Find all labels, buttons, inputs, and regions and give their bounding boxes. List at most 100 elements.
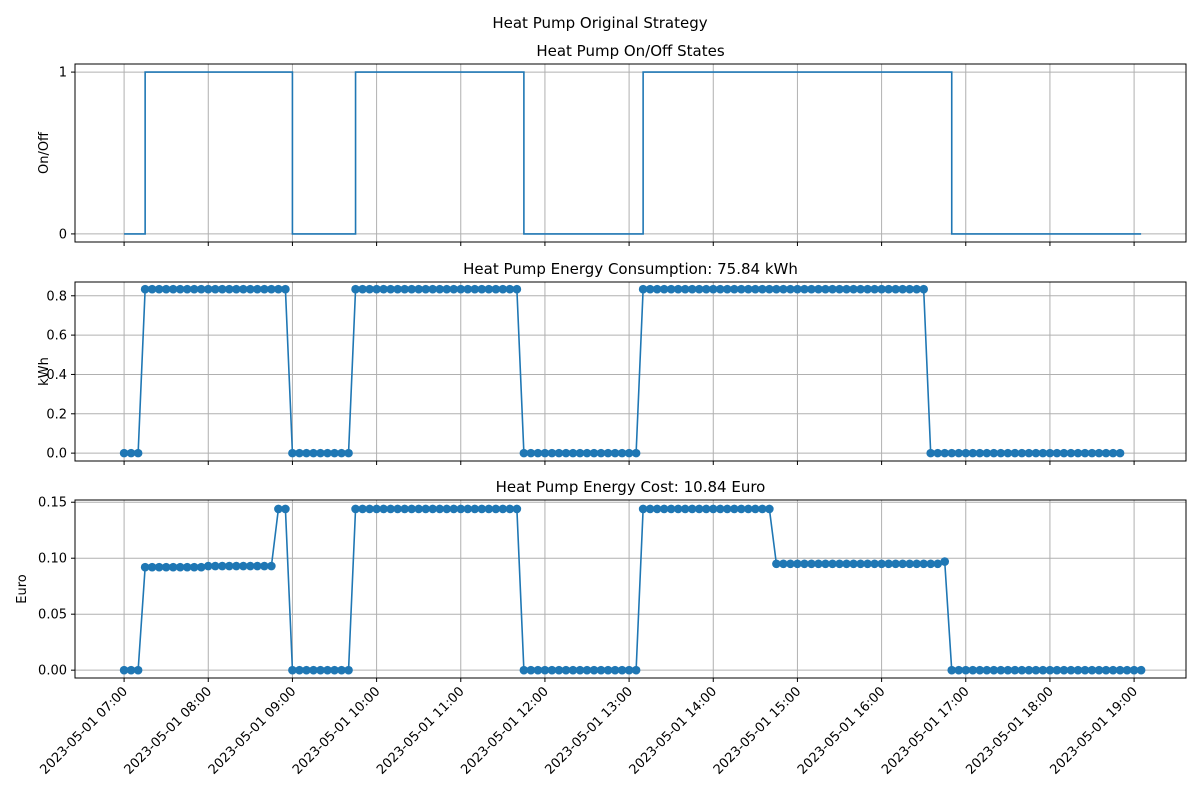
data-point [933, 448, 943, 458]
data-point [842, 284, 851, 294]
data-point [449, 284, 459, 294]
series-markers [119, 504, 1146, 675]
x-tick-label: 2023-05-01 19:00 [1047, 684, 1140, 777]
data-point [365, 284, 374, 294]
data-point [203, 561, 213, 571]
data-point [189, 562, 199, 572]
data-point [365, 504, 374, 514]
data-point [814, 284, 823, 294]
data-point [154, 284, 164, 294]
data-point [519, 448, 529, 458]
axes-frame [74, 63, 1187, 243]
data-point [225, 284, 234, 294]
data-point [631, 448, 641, 458]
data-point [722, 504, 732, 514]
data-point [772, 559, 781, 569]
data-point [989, 448, 999, 458]
data-point [905, 284, 914, 294]
data-point [863, 559, 872, 569]
data-point [330, 448, 339, 458]
data-point [491, 504, 501, 514]
data-point [912, 559, 921, 569]
data-point [954, 448, 964, 458]
data-point [281, 284, 290, 294]
data-point [337, 665, 346, 675]
data-point [933, 559, 943, 569]
data-point [309, 665, 318, 675]
y-tick-label: 0.15 [38, 496, 67, 511]
x-tick-label: 2023-05-01 17:00 [879, 684, 972, 777]
data-point [765, 284, 774, 294]
data-point [708, 284, 718, 294]
data-point [968, 665, 978, 675]
data-point [428, 504, 438, 514]
data-point [694, 284, 704, 294]
subplot-title: Heat Pump On/Off States [536, 42, 725, 60]
data-point [246, 561, 255, 571]
data-point [1122, 665, 1132, 675]
y-tick-label: 0.0 [46, 447, 67, 462]
data-point [1045, 665, 1055, 675]
data-point [288, 665, 297, 675]
data-point [526, 448, 536, 458]
data-point [856, 559, 865, 569]
data-point [631, 665, 641, 675]
data-point [603, 448, 613, 458]
data-point [898, 559, 907, 569]
data-point [217, 284, 227, 294]
data-point [954, 665, 964, 675]
data-point [687, 284, 697, 294]
data-point [1052, 665, 1062, 675]
data-point [1003, 448, 1013, 458]
data-point [1031, 448, 1041, 458]
data-point [498, 284, 508, 294]
data-point [196, 284, 206, 294]
axes-frame [74, 499, 1187, 679]
data-point [715, 504, 725, 514]
data-point [701, 504, 711, 514]
data-point [835, 559, 844, 569]
data-point [505, 504, 515, 514]
data-point [393, 504, 402, 514]
data-point [498, 504, 508, 514]
data-point [1080, 448, 1090, 458]
data-point [421, 284, 430, 294]
data-point [512, 504, 522, 514]
data-point [295, 665, 304, 675]
data-point [596, 665, 606, 675]
data-point [456, 284, 466, 294]
data-point [940, 448, 950, 458]
data-point [758, 504, 767, 514]
data-point [323, 448, 332, 458]
data-point [905, 559, 914, 569]
data-point [1066, 665, 1076, 675]
x-tick-label: 2023-05-01 07:00 [37, 684, 130, 777]
data-point [898, 284, 907, 294]
data-point [575, 665, 585, 675]
data-point [414, 284, 423, 294]
data-point [884, 284, 893, 294]
data-point [730, 504, 739, 514]
data-point [912, 284, 921, 294]
data-point [182, 284, 192, 294]
data-point [975, 665, 985, 675]
data-point [442, 504, 452, 514]
data-point [744, 284, 753, 294]
data-point [645, 504, 655, 514]
data-point [274, 504, 283, 514]
data-point [947, 665, 957, 675]
data-point [961, 665, 971, 675]
data-point [435, 284, 445, 294]
data-point [253, 561, 262, 571]
data-point [863, 284, 872, 294]
data-point [807, 284, 816, 294]
data-point [807, 559, 816, 569]
data-point [779, 559, 788, 569]
data-point [982, 448, 992, 458]
series-markers [119, 284, 1125, 458]
data-point [393, 284, 402, 294]
data-point [1038, 665, 1048, 675]
data-point [758, 284, 767, 294]
data-point [926, 559, 935, 569]
